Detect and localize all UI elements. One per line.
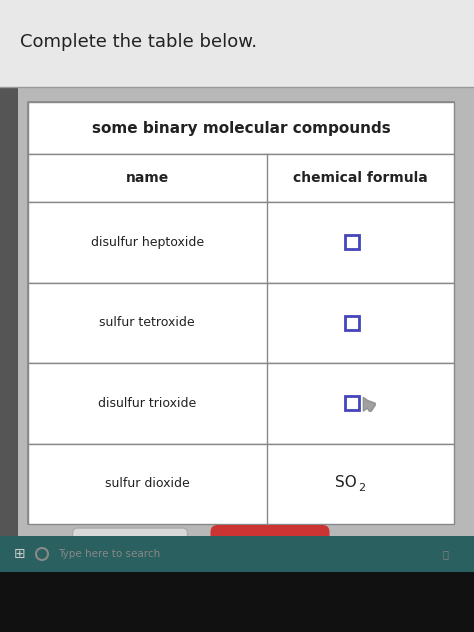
Bar xyxy=(345,235,359,249)
Bar xyxy=(0,0,474,87)
Text: ⊞: ⊞ xyxy=(14,547,26,561)
Text: Explanation: Explanation xyxy=(95,540,165,552)
Text: SO: SO xyxy=(335,475,356,490)
Text: 2: 2 xyxy=(358,483,365,493)
FancyBboxPatch shape xyxy=(73,528,188,564)
Text: disulfur trioxide: disulfur trioxide xyxy=(98,397,196,410)
Bar xyxy=(0,536,474,572)
Text: name: name xyxy=(126,171,169,185)
Bar xyxy=(28,202,454,283)
Bar xyxy=(28,444,454,524)
Text: 🎤: 🎤 xyxy=(442,549,448,559)
Bar xyxy=(28,283,454,363)
Bar xyxy=(28,363,454,444)
Text: some binary molecular compounds: some binary molecular compounds xyxy=(91,121,391,135)
FancyBboxPatch shape xyxy=(210,525,329,567)
Text: Re-Check: Re-Check xyxy=(237,540,303,552)
Bar xyxy=(28,102,454,524)
Bar xyxy=(345,396,359,410)
Text: Complete the table below.: Complete the table below. xyxy=(20,33,257,51)
Text: sulfur dioxide: sulfur dioxide xyxy=(105,477,190,490)
Bar xyxy=(0,87,474,632)
Text: disulfur heptoxide: disulfur heptoxide xyxy=(91,236,204,249)
Text: chemical formula: chemical formula xyxy=(293,171,428,185)
Bar xyxy=(0,572,474,632)
Bar xyxy=(28,102,454,154)
Bar xyxy=(28,154,454,202)
Polygon shape xyxy=(363,398,375,411)
Text: Type here to search: Type here to search xyxy=(58,549,160,559)
Bar xyxy=(0,87,18,572)
Text: sulfur tetroxide: sulfur tetroxide xyxy=(100,316,195,329)
Bar xyxy=(345,316,359,330)
